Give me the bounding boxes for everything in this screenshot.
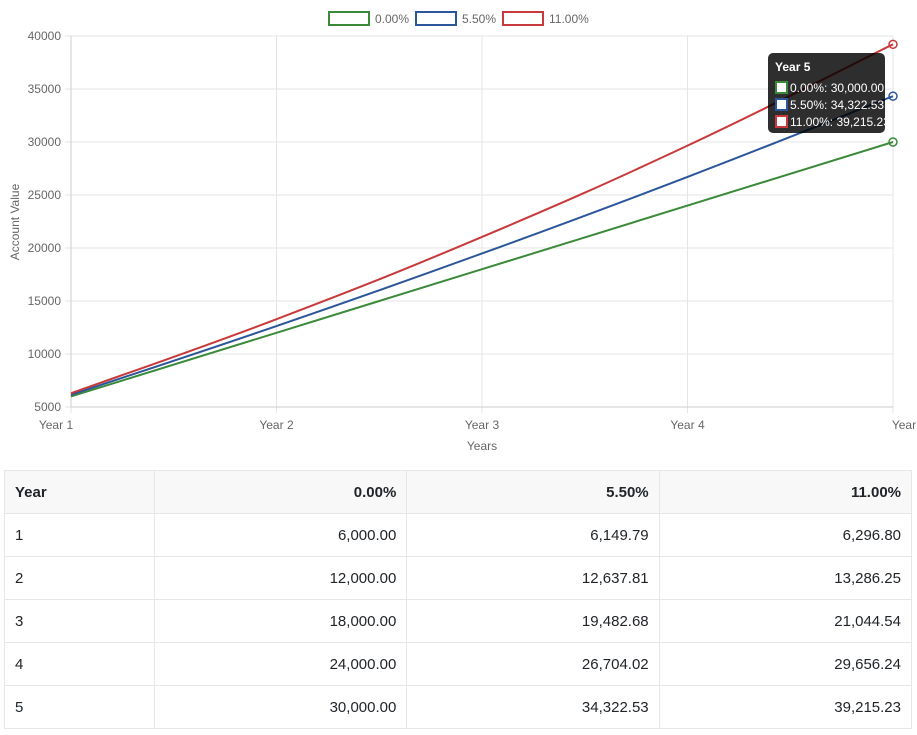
- y-tick-label: 30000: [28, 135, 62, 149]
- y-tick-label: 25000: [28, 188, 62, 202]
- tooltip-line-0: 0.00%: 30,000.00: [790, 81, 884, 95]
- series-line-0: [70, 141, 894, 398]
- tooltip-title: Year 5: [775, 60, 811, 74]
- x-axis-title: Years: [467, 439, 497, 453]
- legend-swatch-0: [328, 11, 370, 26]
- table-row: 3 18,000.00 19,482.68 21,044.54: [4, 599, 913, 643]
- x-tick-label: Year 1: [39, 418, 74, 432]
- cell-value: 34,322.53: [406, 685, 660, 729]
- table-row: 5 30,000.00 34,322.53 39,215.23: [4, 685, 913, 729]
- data-table: Year 0.00% 5.50% 11.00% 1 6,000.00 6,149…: [4, 470, 913, 729]
- cell-year: 3: [4, 599, 155, 643]
- table-row: 1 6,000.00 6,149.79 6,296.80: [4, 513, 913, 557]
- cell-value: 29,656.24: [658, 642, 913, 686]
- cell-value: 6,296.80: [658, 513, 913, 557]
- legend-label-2: 11.00%: [549, 12, 589, 26]
- table-row: 2 12,000.00 12,637.81 13,286.25: [4, 556, 913, 600]
- legend-label-0: 0.00%: [375, 12, 409, 26]
- y-tick-label: 40000: [28, 29, 62, 43]
- cell-value: 19,482.68: [406, 599, 660, 643]
- cell-year: 5: [4, 685, 155, 729]
- data-point-1: [888, 91, 898, 101]
- header-rate-1: 5.50%: [406, 470, 660, 514]
- header-rate-2: 11.00%: [658, 470, 913, 514]
- line-chart-svg: 40000 35000 30000 25000 20000 15000 10000 5000 Y…: [8, 11, 917, 453]
- legend-swatch-1: [415, 11, 457, 26]
- tooltip-line-2: 11.00%: 39,215.23: [790, 115, 890, 129]
- tooltip-line-1: 5.50%: 34,322.53: [790, 98, 884, 112]
- tooltip-swatch-0: [775, 81, 788, 94]
- x-tick-label: Year 3: [465, 418, 500, 432]
- x-tick-label: Year 2: [259, 418, 294, 432]
- y-tick-label: 35000: [28, 82, 62, 96]
- table-row: 4 24,000.00 26,704.02 29,656.24: [4, 642, 913, 686]
- cell-value: 12,000.00: [153, 556, 408, 600]
- cell-value: 18,000.00: [153, 599, 408, 643]
- y-tick-label: 20000: [28, 241, 62, 255]
- cell-value: 24,000.00: [153, 642, 408, 686]
- cell-value: 6,149.79: [406, 513, 660, 557]
- cell-value: 30,000.00: [153, 685, 408, 729]
- table-header-row: Year 0.00% 5.50% 11.00%: [4, 470, 913, 514]
- cell-value: 21,044.54: [658, 599, 913, 643]
- chart: 40000 35000 30000 25000 20000 15000 10000 5000 Y…: [8, 11, 917, 453]
- y-tick-label: 5000: [34, 400, 61, 414]
- data-point-2: [888, 39, 898, 50]
- cell-value: 39,215.23: [658, 685, 913, 729]
- y-tick-label: 15000: [28, 294, 62, 308]
- cell-value: 26,704.02: [406, 642, 660, 686]
- tooltip-swatch-2: [775, 115, 788, 128]
- series-line-1: [70, 95, 894, 396]
- y-tick-label: 10000: [28, 347, 62, 361]
- cell-value: 6,000.00: [153, 513, 408, 557]
- legend-swatch-2: [502, 11, 544, 26]
- tooltip-box: [768, 53, 885, 133]
- x-tick-label: Year 5: [892, 418, 917, 432]
- cell-year: 4: [4, 642, 155, 686]
- x-tick-label: Year 4: [670, 418, 705, 432]
- header-rate-0: 0.00%: [153, 470, 408, 514]
- cell-year: 1: [4, 513, 155, 557]
- tooltip-swatch-1: [775, 98, 788, 111]
- header-year: Year: [4, 470, 155, 514]
- y-axis-title: Account Value: [8, 183, 22, 260]
- legend-label-1: 5.50%: [462, 12, 496, 26]
- data-point-0: [888, 137, 898, 147]
- cell-value: 12,637.81: [406, 556, 660, 600]
- cell-year: 2: [4, 556, 155, 600]
- cell-value: 13,286.25: [658, 556, 913, 600]
